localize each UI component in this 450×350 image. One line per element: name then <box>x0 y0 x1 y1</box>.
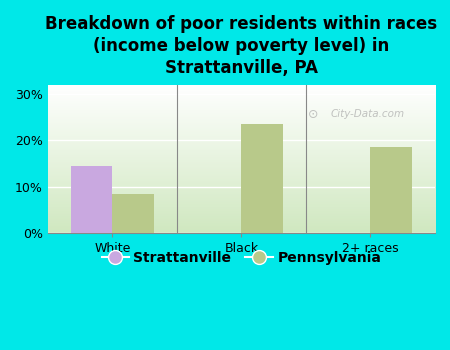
Bar <box>71 166 112 233</box>
Bar <box>112 194 153 233</box>
Bar <box>241 124 283 233</box>
Text: ⊙: ⊙ <box>308 108 318 121</box>
Legend: Strattanville, Pennsylvania: Strattanville, Pennsylvania <box>96 246 387 271</box>
Bar <box>370 147 412 233</box>
Text: City-Data.com: City-Data.com <box>330 109 405 119</box>
Title: Breakdown of poor residents within races
(income below poverty level) in
Stratta: Breakdown of poor residents within races… <box>45 15 437 77</box>
